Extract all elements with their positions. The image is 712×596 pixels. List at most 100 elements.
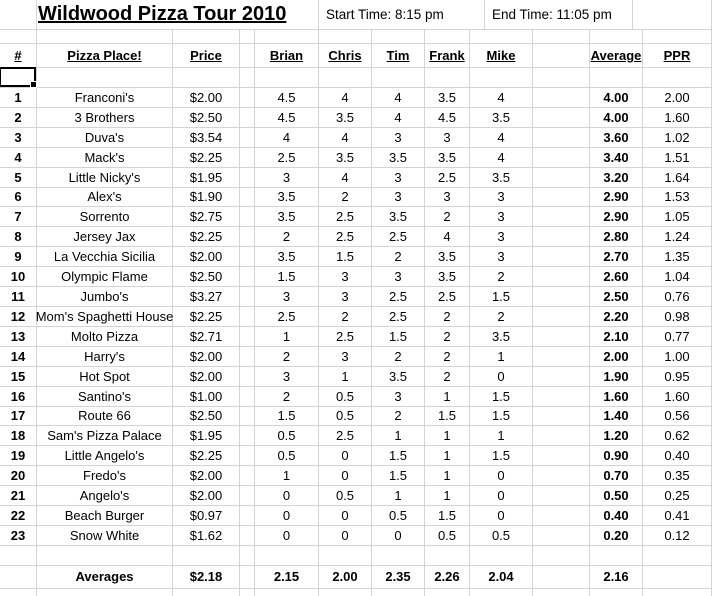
cell-tim-score[interactable]: 4 bbox=[372, 107, 425, 128]
cell-tim-score[interactable]: 4 bbox=[372, 88, 425, 108]
cell-row-number[interactable]: 6 bbox=[0, 187, 37, 208]
cell-tim-score[interactable]: 2 bbox=[372, 406, 425, 427]
cell-average[interactable]: 0.40 bbox=[590, 506, 643, 526]
empty-cell[interactable] bbox=[240, 207, 255, 228]
empty-cell[interactable] bbox=[533, 167, 590, 188]
cell-price[interactable]: $1.90 bbox=[173, 187, 240, 208]
cell-chris-score[interactable]: 2 bbox=[319, 306, 372, 327]
empty-cell[interactable] bbox=[533, 287, 590, 307]
cell-brian-score[interactable]: 4.5 bbox=[255, 107, 319, 128]
cell-brian-score[interactable]: 1.5 bbox=[255, 406, 319, 427]
average-tim[interactable]: 2.35 bbox=[372, 565, 425, 589]
cell-row-number[interactable]: 9 bbox=[0, 247, 37, 268]
empty-cell[interactable] bbox=[0, 588, 37, 596]
empty-cell[interactable] bbox=[533, 506, 590, 526]
cell-brian-score[interactable]: 0 bbox=[255, 525, 319, 546]
cell-row-number[interactable]: 21 bbox=[0, 486, 37, 507]
empty-cell[interactable] bbox=[240, 287, 255, 307]
cell-pizza-place[interactable]: Mack's bbox=[37, 147, 173, 168]
cell-price[interactable]: $2.50 bbox=[173, 107, 240, 128]
empty-cell[interactable] bbox=[240, 366, 255, 387]
cell-brian-score[interactable]: 3 bbox=[255, 287, 319, 307]
empty-cell[interactable] bbox=[590, 68, 643, 88]
empty-cell[interactable] bbox=[533, 366, 590, 387]
cell-tim-score[interactable]: 3.5 bbox=[372, 207, 425, 228]
cell-pizza-place[interactable]: Little Angelo's bbox=[37, 446, 173, 467]
cell-average[interactable]: 0.20 bbox=[590, 525, 643, 546]
cell-price[interactable]: $2.00 bbox=[173, 346, 240, 367]
empty-cell[interactable] bbox=[533, 227, 590, 248]
cell-price[interactable]: $2.25 bbox=[173, 227, 240, 248]
cell-frank-score[interactable]: 1 bbox=[425, 466, 470, 487]
cell-row-number[interactable]: 11 bbox=[0, 287, 37, 307]
cell-row-number[interactable]: 18 bbox=[0, 426, 37, 447]
empty-cell[interactable] bbox=[372, 68, 425, 88]
cell-ppr[interactable]: 2.00 bbox=[643, 88, 712, 108]
cell-frank-score[interactable]: 1 bbox=[425, 386, 470, 407]
empty-cell[interactable] bbox=[240, 486, 255, 507]
average-brian[interactable]: 2.15 bbox=[255, 565, 319, 589]
cell-chris-score[interactable]: 2.5 bbox=[319, 426, 372, 447]
empty-cell[interactable] bbox=[533, 346, 590, 367]
cell-tim-score[interactable]: 3 bbox=[372, 267, 425, 288]
cell-tim-score[interactable]: 0 bbox=[372, 525, 425, 546]
cell-brian-score[interactable]: 1 bbox=[255, 326, 319, 347]
empty-cell[interactable] bbox=[240, 326, 255, 347]
cell-frank-score[interactable]: 2 bbox=[425, 366, 470, 387]
average-mike[interactable]: 2.04 bbox=[470, 565, 533, 589]
cell-pizza-place[interactable]: Angelo's bbox=[37, 486, 173, 507]
cell-row-number[interactable]: 3 bbox=[0, 127, 37, 148]
empty-cell[interactable] bbox=[255, 545, 319, 566]
cell-brian-score[interactable]: 0.5 bbox=[255, 426, 319, 447]
empty-cell[interactable] bbox=[240, 446, 255, 467]
cell-ppr[interactable]: 0.12 bbox=[643, 525, 712, 546]
cell-pizza-place[interactable]: Sorrento bbox=[37, 207, 173, 228]
cell-frank-score[interactable]: 1.5 bbox=[425, 506, 470, 526]
cell-a1[interactable] bbox=[0, 0, 37, 30]
cell-chris-score[interactable]: 3 bbox=[319, 267, 372, 288]
empty-cell[interactable] bbox=[533, 306, 590, 327]
cell-price[interactable]: $1.95 bbox=[173, 426, 240, 447]
cell-chris-score[interactable]: 4 bbox=[319, 88, 372, 108]
empty-cell[interactable] bbox=[590, 545, 643, 566]
cell-pizza-place[interactable]: Hot Spot bbox=[37, 366, 173, 387]
cell-frank-score[interactable]: 4 bbox=[425, 227, 470, 248]
cell-frank-score[interactable]: 1.5 bbox=[425, 406, 470, 427]
empty-cell[interactable] bbox=[240, 565, 255, 589]
cell-average[interactable]: 4.00 bbox=[590, 88, 643, 108]
empty-cell[interactable] bbox=[240, 466, 255, 487]
cell-average[interactable]: 1.90 bbox=[590, 366, 643, 387]
header-pizza-place[interactable]: Pizza Place! bbox=[37, 44, 173, 68]
empty-cell[interactable] bbox=[240, 588, 255, 596]
cell-average[interactable]: 2.00 bbox=[590, 346, 643, 367]
cell-tim-score[interactable]: 3.5 bbox=[372, 366, 425, 387]
cell-price[interactable]: $3.27 bbox=[173, 287, 240, 307]
cell-frank-score[interactable]: 2.5 bbox=[425, 167, 470, 188]
cell-pizza-place[interactable]: Molto Pizza bbox=[37, 326, 173, 347]
empty-cell[interactable] bbox=[533, 545, 590, 566]
empty-cell[interactable] bbox=[173, 588, 240, 596]
cell-mike-score[interactable]: 1.5 bbox=[470, 446, 533, 467]
empty-cell[interactable] bbox=[533, 30, 590, 44]
average-ppr[interactable] bbox=[643, 565, 712, 589]
empty-cell[interactable] bbox=[425, 68, 470, 88]
header-price[interactable]: Price bbox=[173, 44, 240, 68]
empty-cell[interactable] bbox=[319, 68, 372, 88]
cell-mike-score[interactable]: 3.5 bbox=[470, 326, 533, 347]
cell-pizza-place[interactable]: Jersey Jax bbox=[37, 227, 173, 248]
empty-cell[interactable] bbox=[240, 30, 255, 44]
cell-price[interactable]: $1.62 bbox=[173, 525, 240, 546]
empty-cell[interactable] bbox=[425, 588, 470, 596]
empty-cell[interactable] bbox=[255, 588, 319, 596]
cell-tim-score[interactable]: 3 bbox=[372, 386, 425, 407]
cell-ppr[interactable]: 0.95 bbox=[643, 366, 712, 387]
empty-cell[interactable] bbox=[173, 30, 240, 44]
empty-cell[interactable] bbox=[240, 386, 255, 407]
header-chris[interactable]: Chris bbox=[319, 44, 372, 68]
empty-cell[interactable] bbox=[240, 525, 255, 546]
cell-chris-score[interactable]: 3.5 bbox=[319, 107, 372, 128]
average-frank[interactable]: 2.26 bbox=[425, 565, 470, 589]
cell-brian-score[interactable]: 4 bbox=[255, 127, 319, 148]
cell-brian-score[interactable]: 1 bbox=[255, 466, 319, 487]
cell-ppr[interactable]: 0.77 bbox=[643, 326, 712, 347]
